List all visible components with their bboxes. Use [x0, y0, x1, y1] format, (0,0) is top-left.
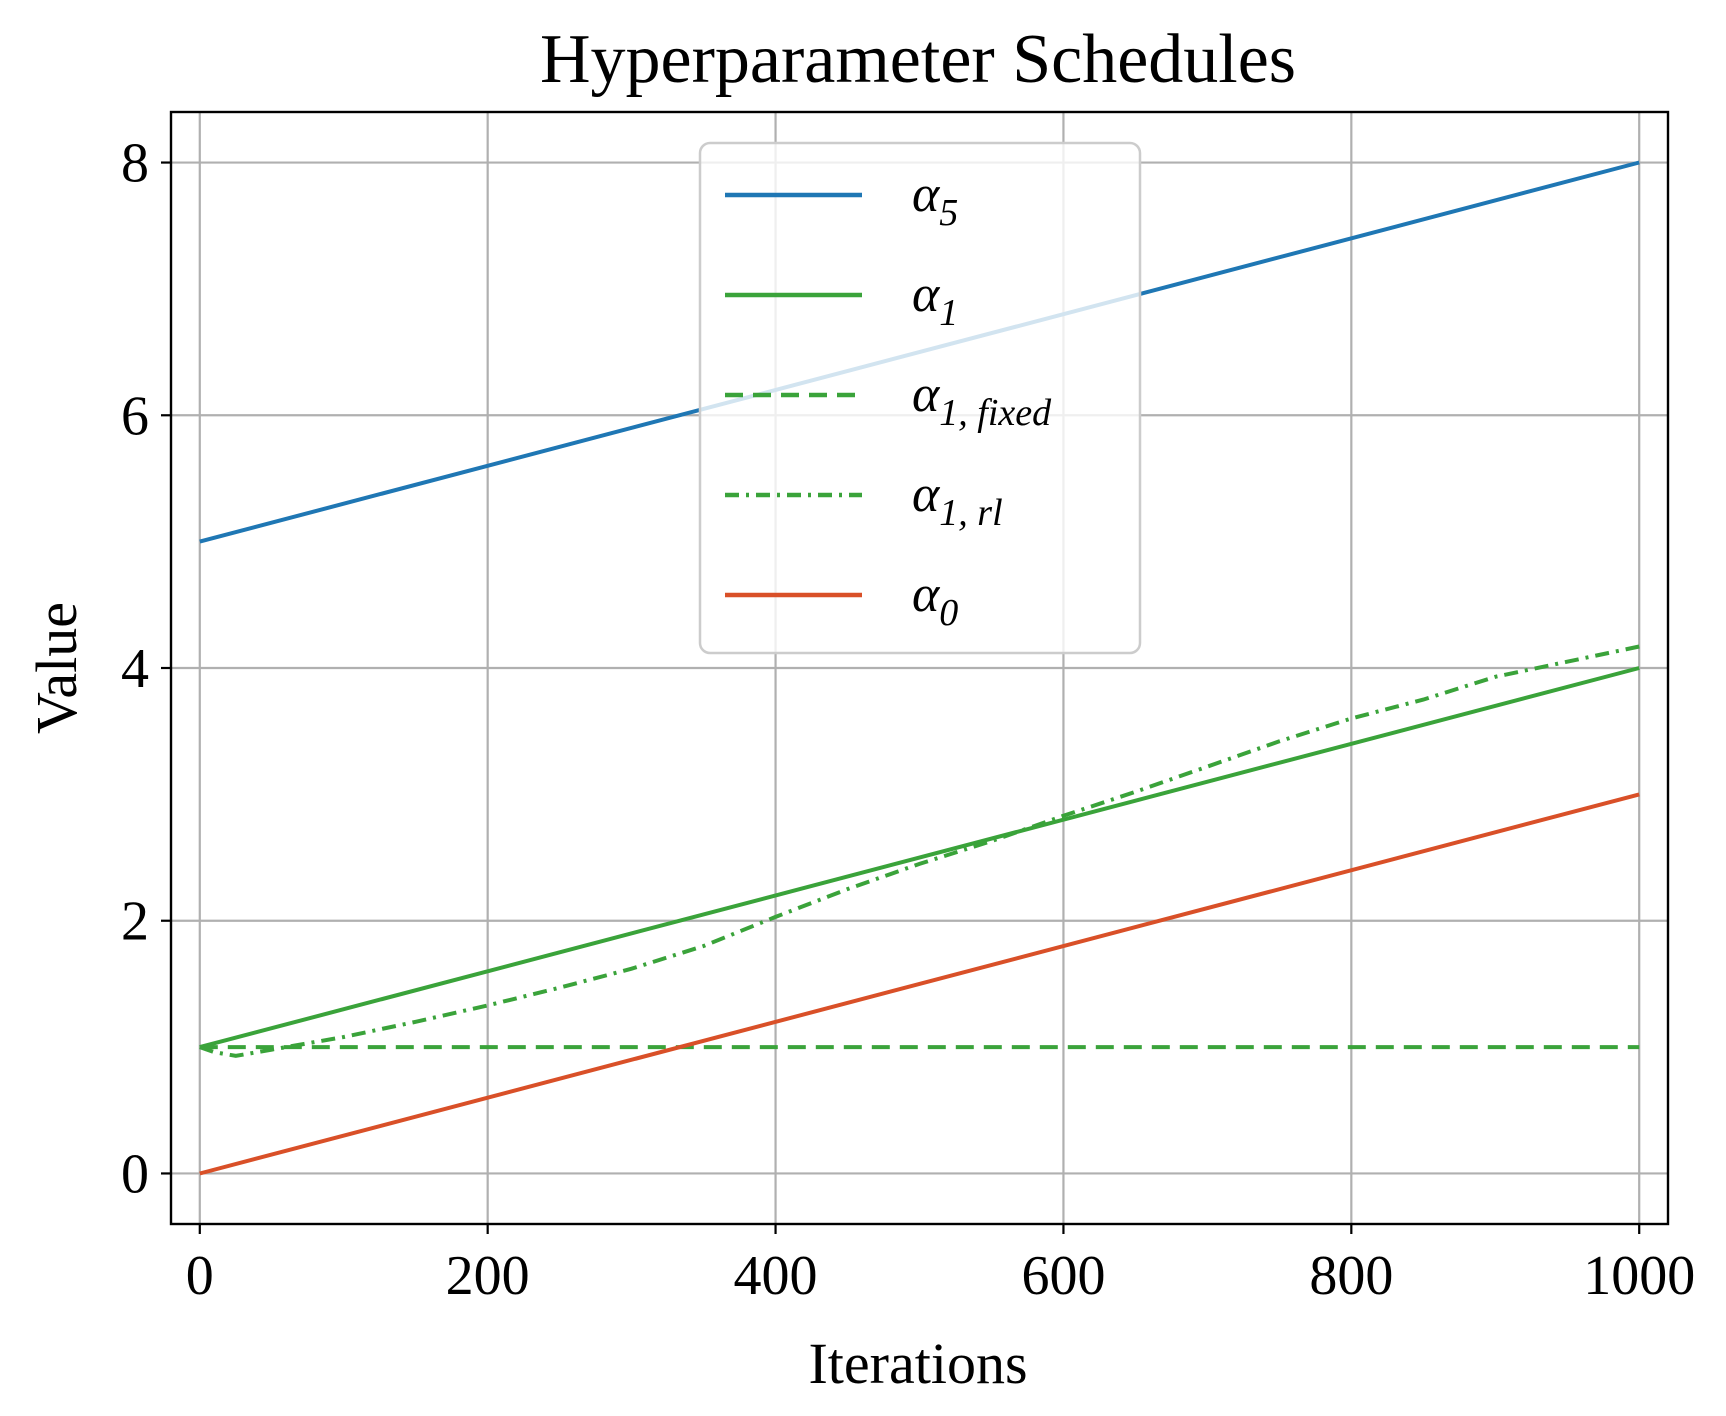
ticks: 0 200 400 600 800 1000 0 2 4 6 8 [121, 133, 1695, 1307]
x-tick-label: 1000 [1583, 1245, 1695, 1307]
x-tick-label: 600 [1021, 1245, 1105, 1307]
x-tick-label: 800 [1309, 1245, 1393, 1307]
y-tick-label: 8 [121, 133, 149, 195]
series-line-3 [199, 644, 1640, 1058]
chart-title: Hyperparameter Schedules [540, 21, 1296, 98]
x-tick-label: 400 [734, 1245, 818, 1307]
legend-label: α5 [912, 166, 958, 234]
legend-label: α1, fixed [912, 366, 1052, 434]
legend-label: α1 [912, 266, 958, 334]
legend-label: α0 [912, 566, 958, 634]
x-tick-label: 200 [446, 1245, 530, 1307]
y-tick-label: 0 [121, 1143, 149, 1205]
legend-label: α1, rl [912, 466, 1003, 534]
x-tick-label: 0 [186, 1245, 214, 1307]
legend-box [698, 141, 1142, 655]
series-line-1 [199, 666, 1640, 1050]
y-tick-label: 2 [121, 891, 149, 953]
legend: α5 α1 α1, fixed α1, rl α0 [698, 141, 1142, 655]
y-tick-label: 4 [121, 638, 149, 700]
x-axis-title: Iterations [808, 1331, 1027, 1396]
series-line-4 [199, 792, 1640, 1176]
y-tick-label: 6 [121, 385, 149, 447]
y-axis-title: Value [24, 602, 89, 734]
